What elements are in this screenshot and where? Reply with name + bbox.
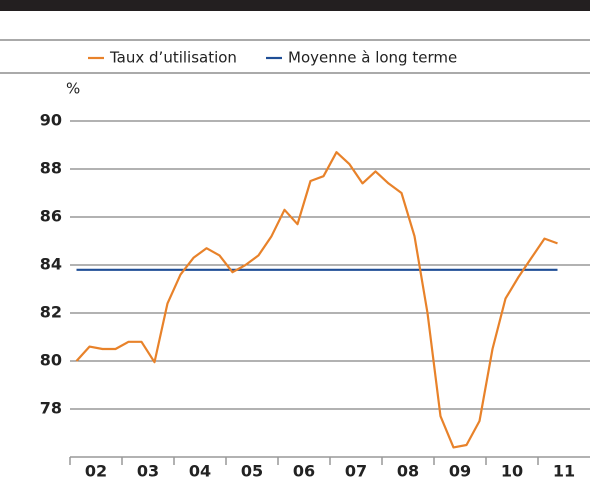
x-tick-label: 09 [449,462,471,481]
y-tick-label: 86 [40,207,62,226]
x-tick-label: 08 [397,462,419,481]
x-tick-label: 04 [189,462,211,481]
x-tick-label: 06 [293,462,315,481]
x-tick-label: 11 [553,462,575,481]
x-tick-label: 02 [85,462,107,481]
x-tick-label: 10 [501,462,523,481]
legend: Taux d’utilisation Moyenne à long terme [88,49,457,67]
y-tick-label: 80 [40,351,62,370]
x-tick-label: 05 [241,462,263,481]
y-tick-label: 78 [40,399,62,418]
top-bar [0,0,590,11]
legend-label: Moyenne à long terme [288,49,457,67]
y-unit: % [66,80,80,98]
x-tick-label: 07 [345,462,367,481]
y-tick-label: 84 [40,255,62,274]
y-tick-label: 82 [40,303,62,322]
series-line [75,151,558,449]
y-tick-label: 90 [40,111,62,130]
x-tick-label: 03 [137,462,159,481]
y-tick-label: 88 [40,159,62,178]
legend-label: Taux d’utilisation [109,49,237,67]
